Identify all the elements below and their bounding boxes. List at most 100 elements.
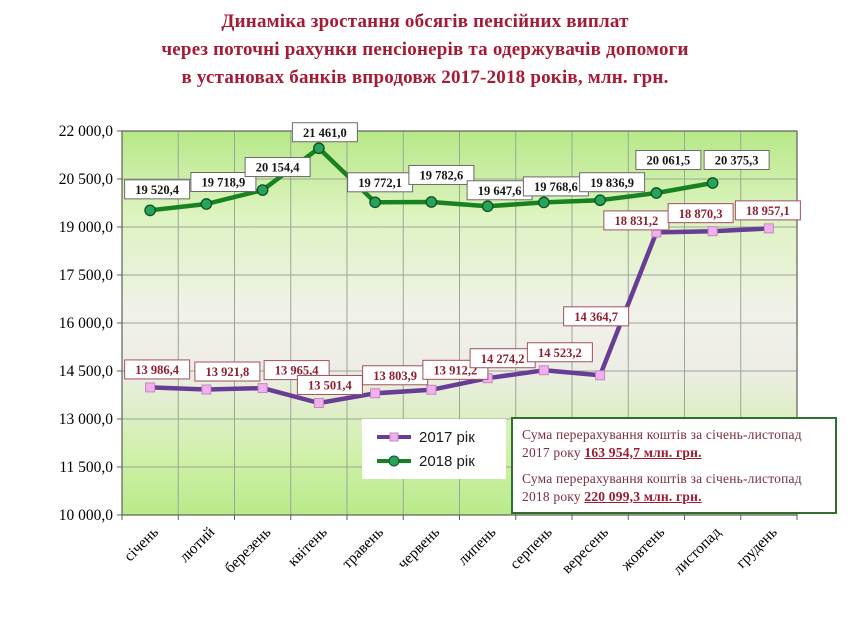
data-label-box — [124, 359, 191, 380]
legend-marker-shape — [388, 455, 400, 467]
x-axis-month-label: квітень — [285, 524, 331, 570]
x-axis-month-label: листопад — [670, 524, 725, 579]
data-label-text: 20 154,4 — [256, 161, 301, 175]
data-label-box — [291, 122, 358, 143]
y-axis-tick-label: 11 500,0 — [59, 459, 113, 476]
x-axis-month-label: липень — [454, 524, 499, 569]
legend-marker-2017-icon — [377, 432, 411, 442]
data-label-text: 14 364,7 — [574, 310, 618, 324]
data-label-box — [263, 360, 330, 381]
chart-title: Динаміка зростання обсягів пенсійних вип… — [0, 8, 850, 92]
series-data-labels: 19 520,4 19 718,9 20 154,4 21 461,0 19 772,1… — [124, 122, 770, 201]
data-label-box — [563, 306, 630, 327]
y-axis-tick-label: 17 500,0 — [59, 267, 114, 284]
data-label-box — [526, 342, 593, 363]
summary-box: Сума перерахування коштів за січень-лист… — [511, 417, 837, 514]
plot-border — [121, 130, 798, 516]
data-point-marker — [707, 226, 718, 237]
data-point-marker — [538, 365, 549, 376]
summary-2017-amount: 163 954,7 млн. грн. — [584, 444, 702, 460]
y-axis-tick-label: 14 500,0 — [59, 363, 114, 380]
data-label-text: 19 836,9 — [590, 176, 634, 190]
y-axis-tick-label: 16 000,0 — [59, 315, 114, 332]
data-label-text: 18 870,3 — [679, 207, 723, 221]
data-label-text: 13 803,9 — [373, 369, 417, 383]
x-axis-month-label: травень — [339, 524, 387, 572]
legend-label-2018: 2018 рік — [419, 452, 475, 470]
data-label-text: 13 912,2 — [434, 363, 478, 377]
y-axis-tick-label: 13 000,0 — [59, 411, 114, 428]
data-label-text: 19 520,4 — [135, 183, 180, 197]
data-point-marker — [426, 384, 437, 395]
data-point-marker — [594, 194, 606, 207]
y-axis-tick-label: 22 000,0 — [59, 123, 114, 140]
chart-title-line2: через поточні рахунки пенсіонерів та оде… — [161, 39, 689, 60]
data-label-text: 14 523,2 — [538, 346, 582, 360]
data-label-text: 21 461,0 — [303, 126, 347, 140]
x-axis-month-label: червень — [394, 524, 443, 573]
data-point-marker — [257, 383, 268, 394]
data-label-text: 18 957,1 — [746, 204, 790, 218]
x-axis-month-label: серпень — [507, 524, 556, 573]
data-point-marker — [256, 184, 269, 196]
data-label-text: 13 986,4 — [135, 363, 180, 377]
data-label-text: 19 782,6 — [420, 169, 464, 183]
y-axis-tick-label: 19 000,0 — [59, 219, 114, 236]
summary-2017-text: Сума перерахування коштів за січень-лист… — [522, 427, 802, 460]
data-label-text: 18 831,2 — [615, 214, 659, 228]
data-label-box — [734, 200, 801, 221]
data-point-marker — [538, 196, 550, 209]
data-point-marker — [144, 204, 156, 217]
data-label-text: 13 965,4 — [275, 364, 320, 378]
data-label-text: 19 772,1 — [358, 176, 402, 190]
data-point-marker — [201, 384, 212, 395]
chart-title-line1: Динаміка зростання обсягів пенсійних вип… — [221, 11, 629, 32]
data-label-text: 19 718,9 — [202, 176, 246, 190]
data-point-marker — [313, 142, 325, 155]
summary-2018-amount: 220 099,3 млн. грн. — [584, 488, 702, 504]
data-label-text: 13 501,4 — [308, 379, 353, 393]
data-point-marker — [200, 198, 213, 210]
axis-ticks — [117, 130, 798, 520]
data-point-marker — [369, 196, 381, 209]
data-label-text: 19 647,6 — [478, 184, 522, 198]
series-markers-2018 — [144, 142, 719, 217]
data-label-box — [408, 164, 475, 185]
legend-marker-shape — [389, 432, 399, 442]
summary-2018-text: Сума перерахування коштів за січень-лист… — [522, 471, 802, 504]
data-point-marker — [595, 370, 606, 381]
chart-title-line3: в установах банків впродовж 2017-2018 ро… — [181, 67, 669, 88]
data-label-text: 13 921,8 — [206, 365, 250, 379]
data-label-box — [667, 203, 734, 224]
data-label-box — [703, 149, 770, 170]
data-point-marker — [145, 382, 156, 393]
data-point-marker — [425, 196, 438, 208]
x-axis-month-label: грудень — [733, 524, 781, 572]
data-point-marker — [370, 388, 381, 399]
data-label-box — [194, 361, 261, 382]
data-point-marker — [313, 397, 324, 408]
y-axis-tick-label: 10 000,0 — [59, 507, 114, 524]
x-axis-month-label: березень — [222, 524, 275, 577]
series-line-2017-рік — [147, 226, 772, 406]
summary-2018: Сума перерахування коштів за січень-лист… — [522, 470, 826, 505]
data-label-text: 20 375,3 — [715, 154, 759, 168]
legend-label-2017: 2017 рік — [419, 428, 475, 446]
legend-marker-2018-icon — [377, 455, 411, 467]
legend-item-2017: 2017 рік — [376, 429, 506, 446]
x-axis-month-label: вересень — [559, 524, 612, 577]
y-axis-tick-label: 20 500,0 — [59, 171, 114, 188]
data-label-text: 20 061,5 — [647, 154, 691, 168]
summary-2017: Сума перерахування коштів за січень-лист… — [522, 426, 826, 461]
data-label-box — [190, 171, 257, 192]
data-point-marker — [650, 187, 663, 199]
data-label-text: 19 768,6 — [534, 180, 578, 194]
data-label-text: 14 274,2 — [481, 352, 525, 366]
data-label-box — [124, 179, 191, 200]
data-label-box — [579, 172, 646, 193]
x-axis-month-label: лютий — [176, 524, 218, 566]
data-point-marker — [706, 177, 719, 189]
data-point-marker — [763, 223, 774, 234]
